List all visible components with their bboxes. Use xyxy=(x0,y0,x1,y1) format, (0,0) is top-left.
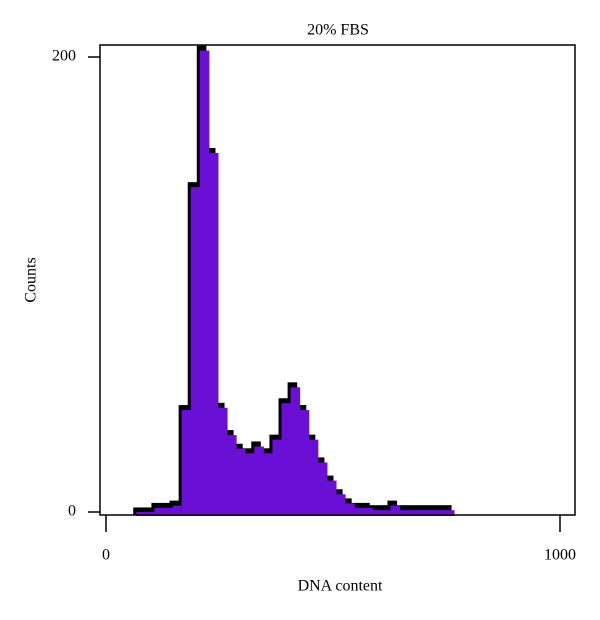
bar xyxy=(272,439,283,516)
y-axis-label: Counts xyxy=(23,257,40,302)
bar-edge xyxy=(423,505,434,515)
bar xyxy=(308,439,319,516)
bar-edge xyxy=(369,505,379,515)
bar xyxy=(326,480,337,516)
bar xyxy=(381,510,391,516)
y-tick-label: 200 xyxy=(52,48,76,65)
y-tick-label: 0 xyxy=(68,503,76,520)
bar xyxy=(372,510,382,516)
bar xyxy=(136,512,146,516)
bar xyxy=(408,510,419,516)
bar-edge xyxy=(414,505,425,515)
bar xyxy=(354,507,364,516)
x-tick-label: 0 xyxy=(102,547,110,564)
bar xyxy=(208,153,219,516)
plot-frame xyxy=(99,44,576,516)
bar xyxy=(181,410,192,516)
bar xyxy=(345,503,355,516)
x-tick-label: 1000 xyxy=(544,547,576,564)
bar-edge xyxy=(396,505,407,515)
x-axis-label: DNA content xyxy=(298,578,383,595)
bar-edge xyxy=(378,505,388,515)
bar xyxy=(299,410,310,516)
bar xyxy=(317,462,328,516)
bar xyxy=(199,50,210,516)
bar xyxy=(435,510,446,516)
bar xyxy=(190,187,201,516)
bar xyxy=(227,435,237,516)
bar xyxy=(399,510,410,516)
bar xyxy=(281,403,292,516)
plot xyxy=(133,45,455,516)
bar xyxy=(290,387,301,516)
bar-edge xyxy=(133,507,143,515)
bar xyxy=(172,505,183,516)
bar xyxy=(417,510,428,516)
bar xyxy=(444,510,455,516)
bar xyxy=(426,510,437,516)
bar xyxy=(145,512,155,516)
bar xyxy=(163,507,174,516)
bar-edge xyxy=(142,507,152,515)
bar-edge xyxy=(432,505,443,515)
chart-title: 20% FBS xyxy=(307,22,369,39)
bar xyxy=(390,505,401,516)
bar-edge xyxy=(405,505,416,515)
bar xyxy=(217,407,228,516)
bar xyxy=(254,446,264,516)
bar-edge xyxy=(441,505,452,515)
bar xyxy=(336,494,346,516)
bar xyxy=(154,507,164,516)
bar xyxy=(245,453,255,516)
bar xyxy=(236,448,246,516)
bar xyxy=(263,453,273,516)
bar xyxy=(363,507,373,516)
